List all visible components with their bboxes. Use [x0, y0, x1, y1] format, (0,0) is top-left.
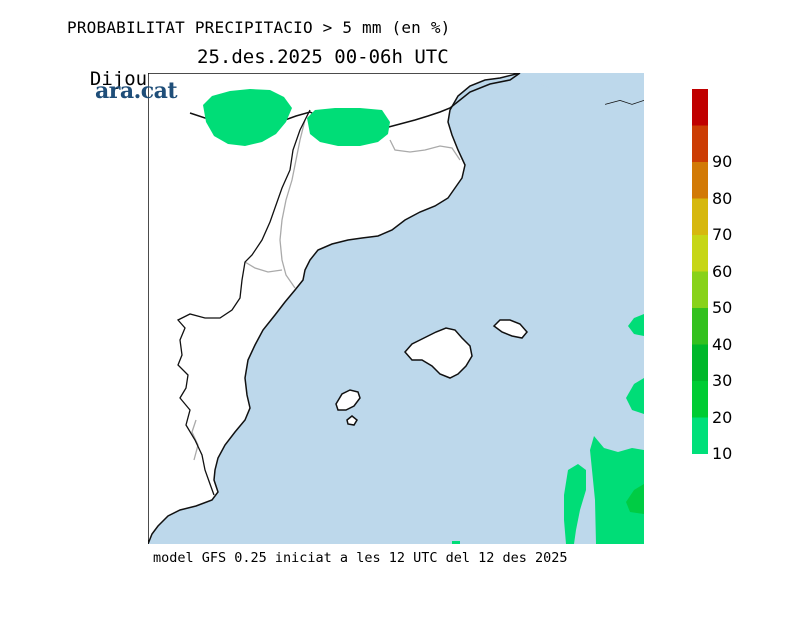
- legend-swatch: [692, 417, 708, 454]
- island-menorca: [492, 319, 528, 339]
- precip-area: [307, 108, 390, 146]
- legend-label: 30: [712, 371, 733, 390]
- legend-swatch: [692, 89, 708, 126]
- forecast-subtitle: Dijous 25.des.2025 00-06h UTC: [67, 46, 449, 112]
- island-eivissa: [335, 389, 361, 411]
- legend-label: 10: [712, 444, 733, 463]
- island-formentera: [346, 415, 358, 426]
- coastline-sea-gap: [520, 73, 644, 104]
- regional-border: [389, 139, 461, 161]
- legend-label: 60: [712, 261, 733, 281]
- legend-label: 50: [712, 298, 733, 317]
- legend-swatch: [692, 381, 708, 418]
- legend-swatch: [692, 235, 708, 272]
- regional-border: [244, 261, 283, 273]
- legend-label: 40: [712, 334, 733, 354]
- mainland: [148, 73, 521, 544]
- precip-area: [564, 464, 586, 544]
- precip-area: [203, 89, 292, 146]
- country-border: [176, 109, 311, 496]
- legend-label: 70: [712, 225, 733, 244]
- legend-swatch: [692, 308, 708, 345]
- precip-area: [590, 436, 644, 544]
- legend-swatch: [692, 271, 708, 308]
- model-info: model GFS 0.25 iniciat a les 12 UTC del …: [153, 550, 568, 566]
- legend-swatch: [692, 125, 708, 162]
- precip-area: [628, 314, 644, 336]
- legend-label: 20: [712, 407, 733, 427]
- legend-swatch: [692, 162, 708, 199]
- precip-area: [452, 541, 460, 544]
- map-title: PROBABILITAT PRECIPITACIO > 5 mm (en %): [67, 18, 451, 37]
- coastline: [454, 73, 521, 105]
- legend-label: 90: [712, 152, 733, 171]
- forecast-day: Dijous: [89, 68, 159, 90]
- legend-swatch: [692, 198, 708, 235]
- precip-area-darker: [626, 484, 644, 514]
- forecast-datetime: 25.des.2025 00-06h UTC: [197, 46, 449, 68]
- island-mallorca: [404, 327, 473, 379]
- legend-swatch: [692, 344, 708, 381]
- ara-cat-logo[interactable]: ara.cat: [95, 78, 178, 104]
- regional-border: [279, 119, 306, 289]
- precip-area: [626, 378, 644, 414]
- legend-label: 80: [712, 188, 733, 208]
- regional-border: [191, 419, 199, 461]
